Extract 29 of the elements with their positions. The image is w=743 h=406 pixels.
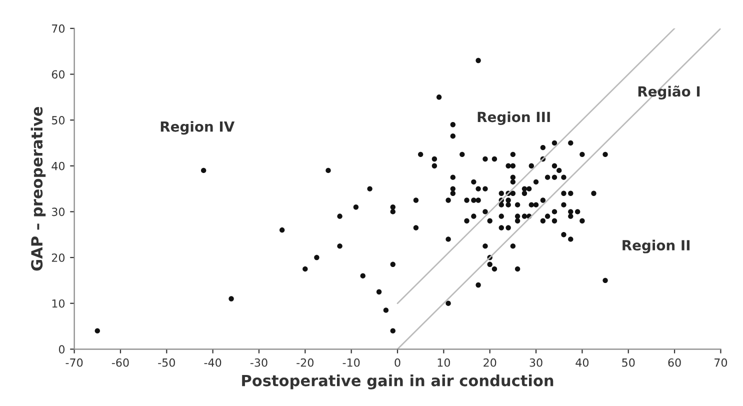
x-tick-label: -30 [250, 358, 268, 367]
x-tick-label: -50 [158, 358, 175, 367]
annotation: Region II [622, 240, 690, 254]
x-tick-label: 70 [714, 358, 728, 367]
x-axis-title: Postoperative gain in air conduction [242, 374, 554, 390]
x-tick-label: -60 [112, 358, 129, 367]
y-tick-label: 40 [52, 162, 65, 170]
x-tick-label: 0 [394, 358, 400, 367]
x-tick-label: 60 [668, 358, 681, 367]
y-tick-label: 10 [52, 299, 65, 308]
x-tick-label: -40 [204, 358, 222, 367]
x-tick-label: -20 [296, 358, 314, 367]
y-tick-label: 0 [58, 345, 65, 354]
annotation: Region III [478, 111, 550, 125]
annotation: Region IV [160, 121, 235, 135]
x-tick-label: 20 [484, 358, 496, 367]
y-tick-label: 60 [52, 70, 65, 79]
y-axis-title: GAP – preoperative [30, 106, 46, 271]
annotation: Região I [638, 86, 700, 100]
x-tick-label: 40 [576, 358, 589, 367]
x-tick-label: -10 [342, 358, 360, 367]
x-tick-label: 50 [622, 358, 635, 367]
y-tick-label: 20 [52, 253, 65, 262]
y-tick-label: 70 [52, 24, 65, 33]
y-tick-label: 50 [52, 116, 65, 124]
x-tick-label: 30 [530, 358, 542, 367]
x-tick-label: -70 [66, 358, 83, 367]
x-tick-label: 10 [438, 358, 450, 367]
y-tick-label: 30 [52, 208, 65, 216]
